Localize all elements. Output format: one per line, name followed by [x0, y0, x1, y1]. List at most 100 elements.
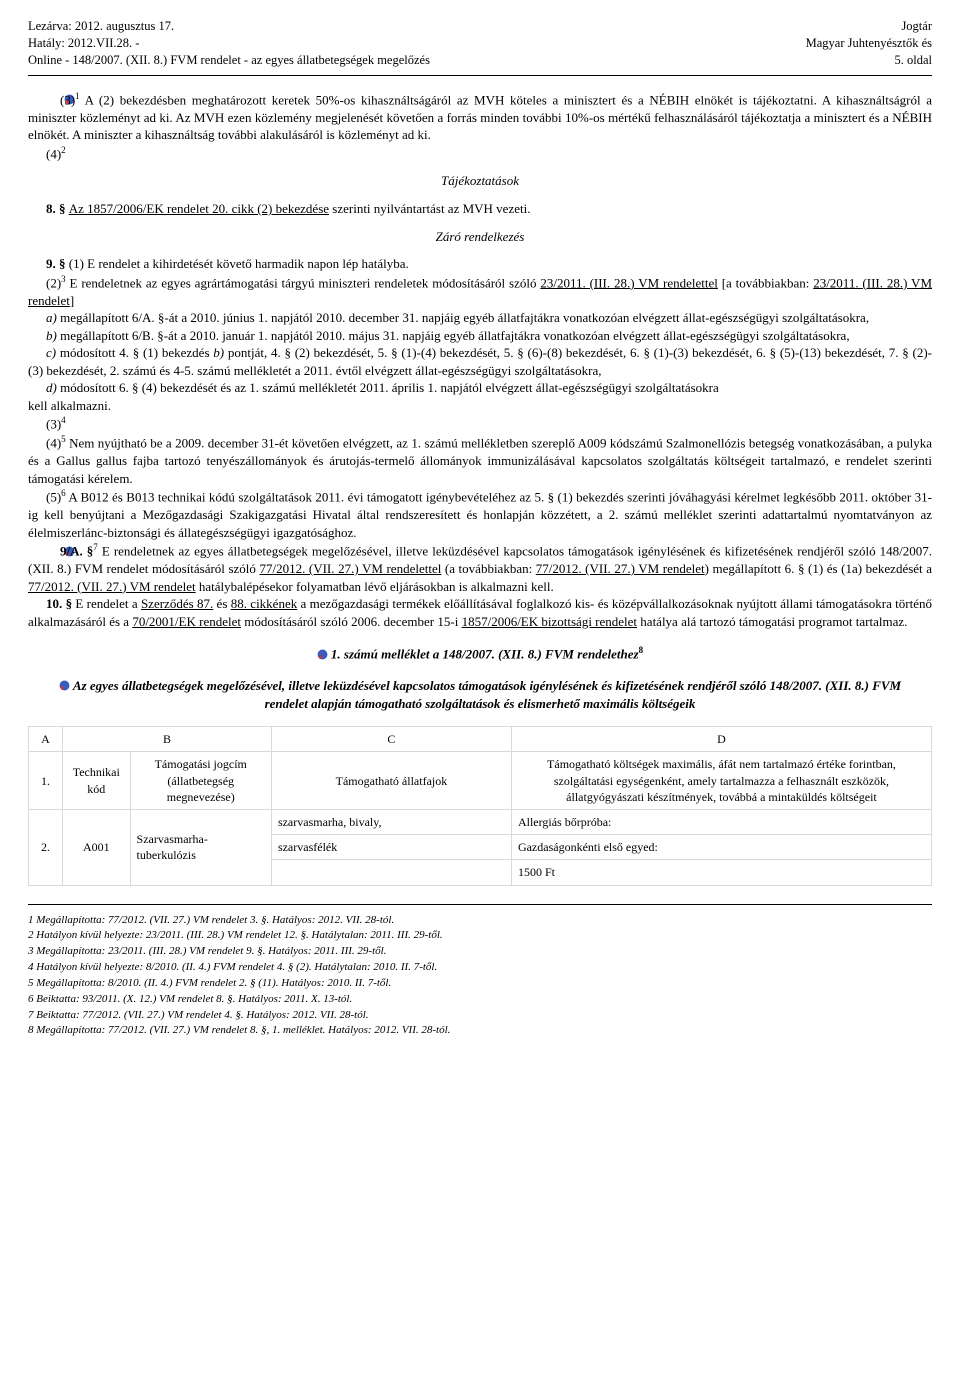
- annex-title-text: 1. számú melléklet a 148/2007. (XII. 8.)…: [331, 647, 639, 662]
- footnotes: 1 Megállapította: 77/2012. (VII. 27.) VM…: [28, 913, 932, 1039]
- header-left-line2: Hatály: 2012.VII.28. -: [28, 35, 430, 52]
- th-d: D: [511, 727, 931, 752]
- item-3: (3)4: [28, 414, 932, 433]
- cell-1c: Támogatható állatfajok: [271, 752, 511, 810]
- cell-2e-a: Allergiás bőrpróba:: [511, 809, 931, 834]
- item45a: (4): [46, 436, 61, 451]
- table-header-row: A B C D: [29, 727, 932, 752]
- footnote-line: 4 Hatályon kívül helyezte: 8/2010. (II. …: [28, 960, 932, 975]
- item-8: 8. § Az 1857/2006/EK rendelet 20. cikk (…: [28, 200, 932, 218]
- item9A-lead: 9/A. §: [60, 544, 93, 559]
- table-row: 1. Technikai kód Támogatási jogcím (álla…: [29, 752, 932, 810]
- item-4-5: (4)5 Nem nyújtható be a 2009. december 3…: [28, 433, 932, 487]
- item56a: (5): [46, 490, 61, 505]
- th-a: A: [29, 727, 63, 752]
- item10-b: E rendelet a: [72, 596, 141, 611]
- th-c: C: [271, 727, 511, 752]
- cell-2n: 2.: [29, 809, 63, 885]
- header-right-line1: Jogtár: [806, 18, 932, 35]
- item-5-6: (5)6 A B012 és B013 technikai kódú szolg…: [28, 487, 932, 541]
- annex-subtitle: Az egyes állatbetegségek megelőzésével, …: [58, 677, 902, 712]
- item-d-tail: kell alkalmazni.: [28, 397, 932, 415]
- header-right-line2: Magyar Juhtenyésztők és: [806, 35, 932, 52]
- heading-tajekoztatasok: Tájékoztatások: [28, 172, 932, 190]
- marker-icon: [46, 544, 57, 555]
- footnote-line: 1 Megállapította: 77/2012. (VII. 27.) VM…: [28, 913, 932, 928]
- item9A-link1[interactable]: 77/2012. (VII. 27.) VM rendelettel: [259, 561, 441, 576]
- item10-link2[interactable]: 88. cikkének: [231, 596, 298, 611]
- page-header: Lezárva: 2012. augusztus 17. Hatály: 201…: [28, 18, 932, 69]
- item56body: A B012 és B013 technikai kódú szolgáltat…: [28, 490, 932, 540]
- item-d-text: módosított 6. § (4) bekezdését és az 1. …: [60, 380, 719, 395]
- item8-post: szerinti nyilvántartást az MVH vezeti.: [329, 201, 530, 216]
- support-table: A B C D 1. Technikai kód Támogatási jogc…: [28, 726, 932, 885]
- annex-title: 1. számú melléklet a 148/2007. (XII. 8.)…: [28, 644, 932, 663]
- item8-link[interactable]: Az 1857/2006/EK rendelet 20. cikk (2) be…: [69, 201, 329, 216]
- cell-2d-b: szarvasfélék: [271, 835, 511, 860]
- header-left: Lezárva: 2012. augusztus 17. Hatály: 201…: [28, 18, 430, 69]
- footnote-line: 8 Megállapította: 77/2012. (VII. 27.) VM…: [28, 1023, 932, 1038]
- heading-zaro: Záró rendelkezés: [28, 228, 932, 246]
- item3-lead: (3): [46, 417, 61, 432]
- item9A-d: ) megállapított 6. § (1) és (1a) bekezdé…: [705, 561, 932, 576]
- item9-2a: (2): [46, 275, 61, 290]
- item10-f: hatálya alá tartozó támogatási programot…: [637, 614, 907, 629]
- item8-lead: 8. §: [46, 201, 69, 216]
- footnote-rule: [28, 904, 932, 905]
- item10-link4[interactable]: 1857/2006/EK bizottsági rendelet: [462, 614, 637, 629]
- cell-2b: A001: [63, 809, 131, 885]
- footnote-line: 7 Beiktatta: 77/2012. (VII. 27.) VM rend…: [28, 1008, 932, 1023]
- cell-2d-a: szarvasmarha, bivaly,: [271, 809, 511, 834]
- item-b-text: megállapított 6/B. §-át a 2010. január 1…: [60, 328, 849, 343]
- header-right-line3: 5. oldal: [806, 52, 932, 69]
- item9A-e: hatálybalépésekor folyamatban lévő eljár…: [196, 579, 554, 594]
- para-3-1: (3)1 A (2) bekezdésben meghatározott ker…: [28, 90, 932, 144]
- annex-title-ref: 8: [639, 645, 644, 655]
- item-a-text: megállapított 6/A. §-át a 2010. június 1…: [60, 310, 869, 325]
- item9-2link1[interactable]: 23/2011. (III. 28.) VM rendelettel: [540, 275, 718, 290]
- item9A-link2[interactable]: 77/2012. (VII. 27.) VM rendelet: [536, 561, 705, 576]
- marker-icon: [46, 92, 57, 103]
- cell-empty: [271, 860, 511, 885]
- para31-lead: (3): [60, 92, 75, 107]
- item10-c: és: [213, 596, 230, 611]
- table-row: 2. A001 Szarvasmarha-tuberkulózis szarva…: [29, 809, 932, 834]
- item-d: d) módosított 6. § (4) bekezdését és az …: [28, 379, 932, 397]
- item10-lead: 10. §: [46, 596, 72, 611]
- footnote-line: 2 Hatályon kívül helyezte: 23/2011. (III…: [28, 928, 932, 943]
- item9-2d: ]: [70, 293, 74, 308]
- item10-link1[interactable]: Szerződés 87.: [141, 596, 213, 611]
- item-a: a) megállapított 6/A. §-át a 2010. júniu…: [28, 309, 932, 327]
- item9A-c: (a továbbiakban:: [441, 561, 535, 576]
- item-9-2: (2)3 E rendeletnek az egyes agrártámogat…: [28, 273, 932, 309]
- header-left-line3: Online - 148/2007. (XII. 8.) FVM rendele…: [28, 52, 430, 69]
- footnote-line: 3 Megállapította: 23/2011. (III. 28.) VM…: [28, 944, 932, 959]
- cell-1c-top: Támogatási jogcím (állatbetegség megneve…: [130, 752, 271, 810]
- para-4-2: (4)2: [28, 144, 932, 163]
- footnote-line: 6 Beiktatta: 93/2011. (X. 12.) VM rendel…: [28, 992, 932, 1007]
- cell-2e-b: Gazdaságonkénti első egyed:: [511, 835, 931, 860]
- para31-body: A (2) bekezdésben meghatározott keretek …: [28, 92, 932, 142]
- annex-subtitle-text: Az egyes állatbetegségek megelőzésével, …: [73, 678, 901, 711]
- cell-1b: Technikai kód: [63, 752, 131, 810]
- header-right: Jogtár Magyar Juhtenyésztők és 5. oldal: [806, 18, 932, 69]
- item-9A: 9/A. §7 E rendeletnek az egyes állatbete…: [28, 541, 932, 595]
- item9-2c: [a továbbiakban:: [718, 275, 813, 290]
- item10-e: módosításáról szóló 2006. december 15-i: [241, 614, 462, 629]
- item3-ref: 4: [61, 415, 66, 425]
- marker-icon: [317, 647, 328, 658]
- item9A-link3[interactable]: 77/2012. (VII. 27.) VM rendelet: [28, 579, 196, 594]
- para42-lead: (4): [46, 146, 61, 161]
- item9-2b: E rendeletnek az egyes agrártámogatási t…: [66, 275, 541, 290]
- cell-2c: Szarvasmarha-tuberkulózis: [130, 809, 271, 885]
- item-c: c) módosított 4. § (1) bekezdés b) pontj…: [28, 344, 932, 379]
- item10-link3[interactable]: 70/2001/EK rendelet: [132, 614, 241, 629]
- item45body: Nem nyújtható be a 2009. december 31-ét …: [28, 436, 932, 486]
- header-left-line1: Lezárva: 2012. augusztus 17.: [28, 18, 430, 35]
- cell-2e-c: 1500 Ft: [511, 860, 931, 885]
- marker-icon: [59, 678, 70, 689]
- item-c-text: módosított 4. § (1) bekezdés b) pontját,…: [28, 345, 932, 378]
- footnote-line: 5 Megállapította: 8/2010. (II. 4.) FVM r…: [28, 976, 932, 991]
- th-b: B: [63, 727, 272, 752]
- item-9-1: 9. § (1) E rendelet a kihirdetését követ…: [28, 255, 932, 273]
